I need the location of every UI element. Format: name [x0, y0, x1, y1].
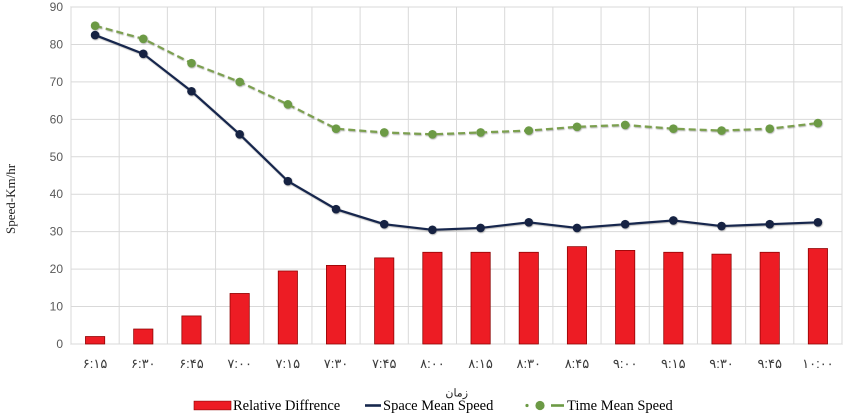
svg-text:0: 0 — [56, 337, 63, 351]
svg-text:۹:۳۰: ۹:۳۰ — [709, 356, 734, 371]
svg-text:80: 80 — [50, 37, 64, 51]
svg-text:10: 10 — [50, 300, 64, 314]
svg-text:40: 40 — [50, 187, 64, 201]
svg-text:Time Mean Speed: Time Mean Speed — [567, 398, 674, 413]
svg-text:Space Mean Speed: Space Mean Speed — [383, 398, 494, 413]
svg-text:70: 70 — [50, 75, 64, 89]
svg-text:۸:۱۵: ۸:۱۵ — [468, 356, 493, 371]
svg-text:60: 60 — [50, 112, 64, 126]
svg-text:۹:۰۰: ۹:۰۰ — [613, 356, 638, 371]
svg-text:۷:۱۵: ۷:۱۵ — [276, 356, 301, 371]
svg-text:۷:۳۰: ۷:۳۰ — [324, 356, 349, 371]
svg-text:۹:۴۵: ۹:۴۵ — [757, 356, 782, 371]
svg-text:30: 30 — [50, 225, 64, 239]
svg-text:۱۰:۰۰: ۱۰:۰۰ — [802, 356, 834, 371]
svg-text:۷:۴۵: ۷:۴۵ — [372, 356, 397, 371]
svg-text:۶:۱۵: ۶:۱۵ — [83, 356, 108, 371]
svg-text:۶:۴۵: ۶:۴۵ — [179, 356, 204, 371]
svg-text:۸:۰۰: ۸:۰۰ — [420, 356, 445, 371]
svg-text:۹:۱۵: ۹:۱۵ — [661, 356, 686, 371]
svg-text:۷:۰۰: ۷:۰۰ — [227, 356, 252, 371]
svg-text:۶:۳۰: ۶:۳۰ — [131, 356, 156, 371]
svg-text:۸:۳۰: ۸:۳۰ — [516, 356, 541, 371]
svg-text:50: 50 — [50, 150, 64, 164]
svg-text:Relative Diffrence: Relative Diffrence — [233, 398, 340, 413]
svg-text:20: 20 — [50, 262, 64, 276]
svg-text:90: 90 — [50, 0, 64, 14]
svg-text:۸:۴۵: ۸:۴۵ — [565, 356, 590, 371]
